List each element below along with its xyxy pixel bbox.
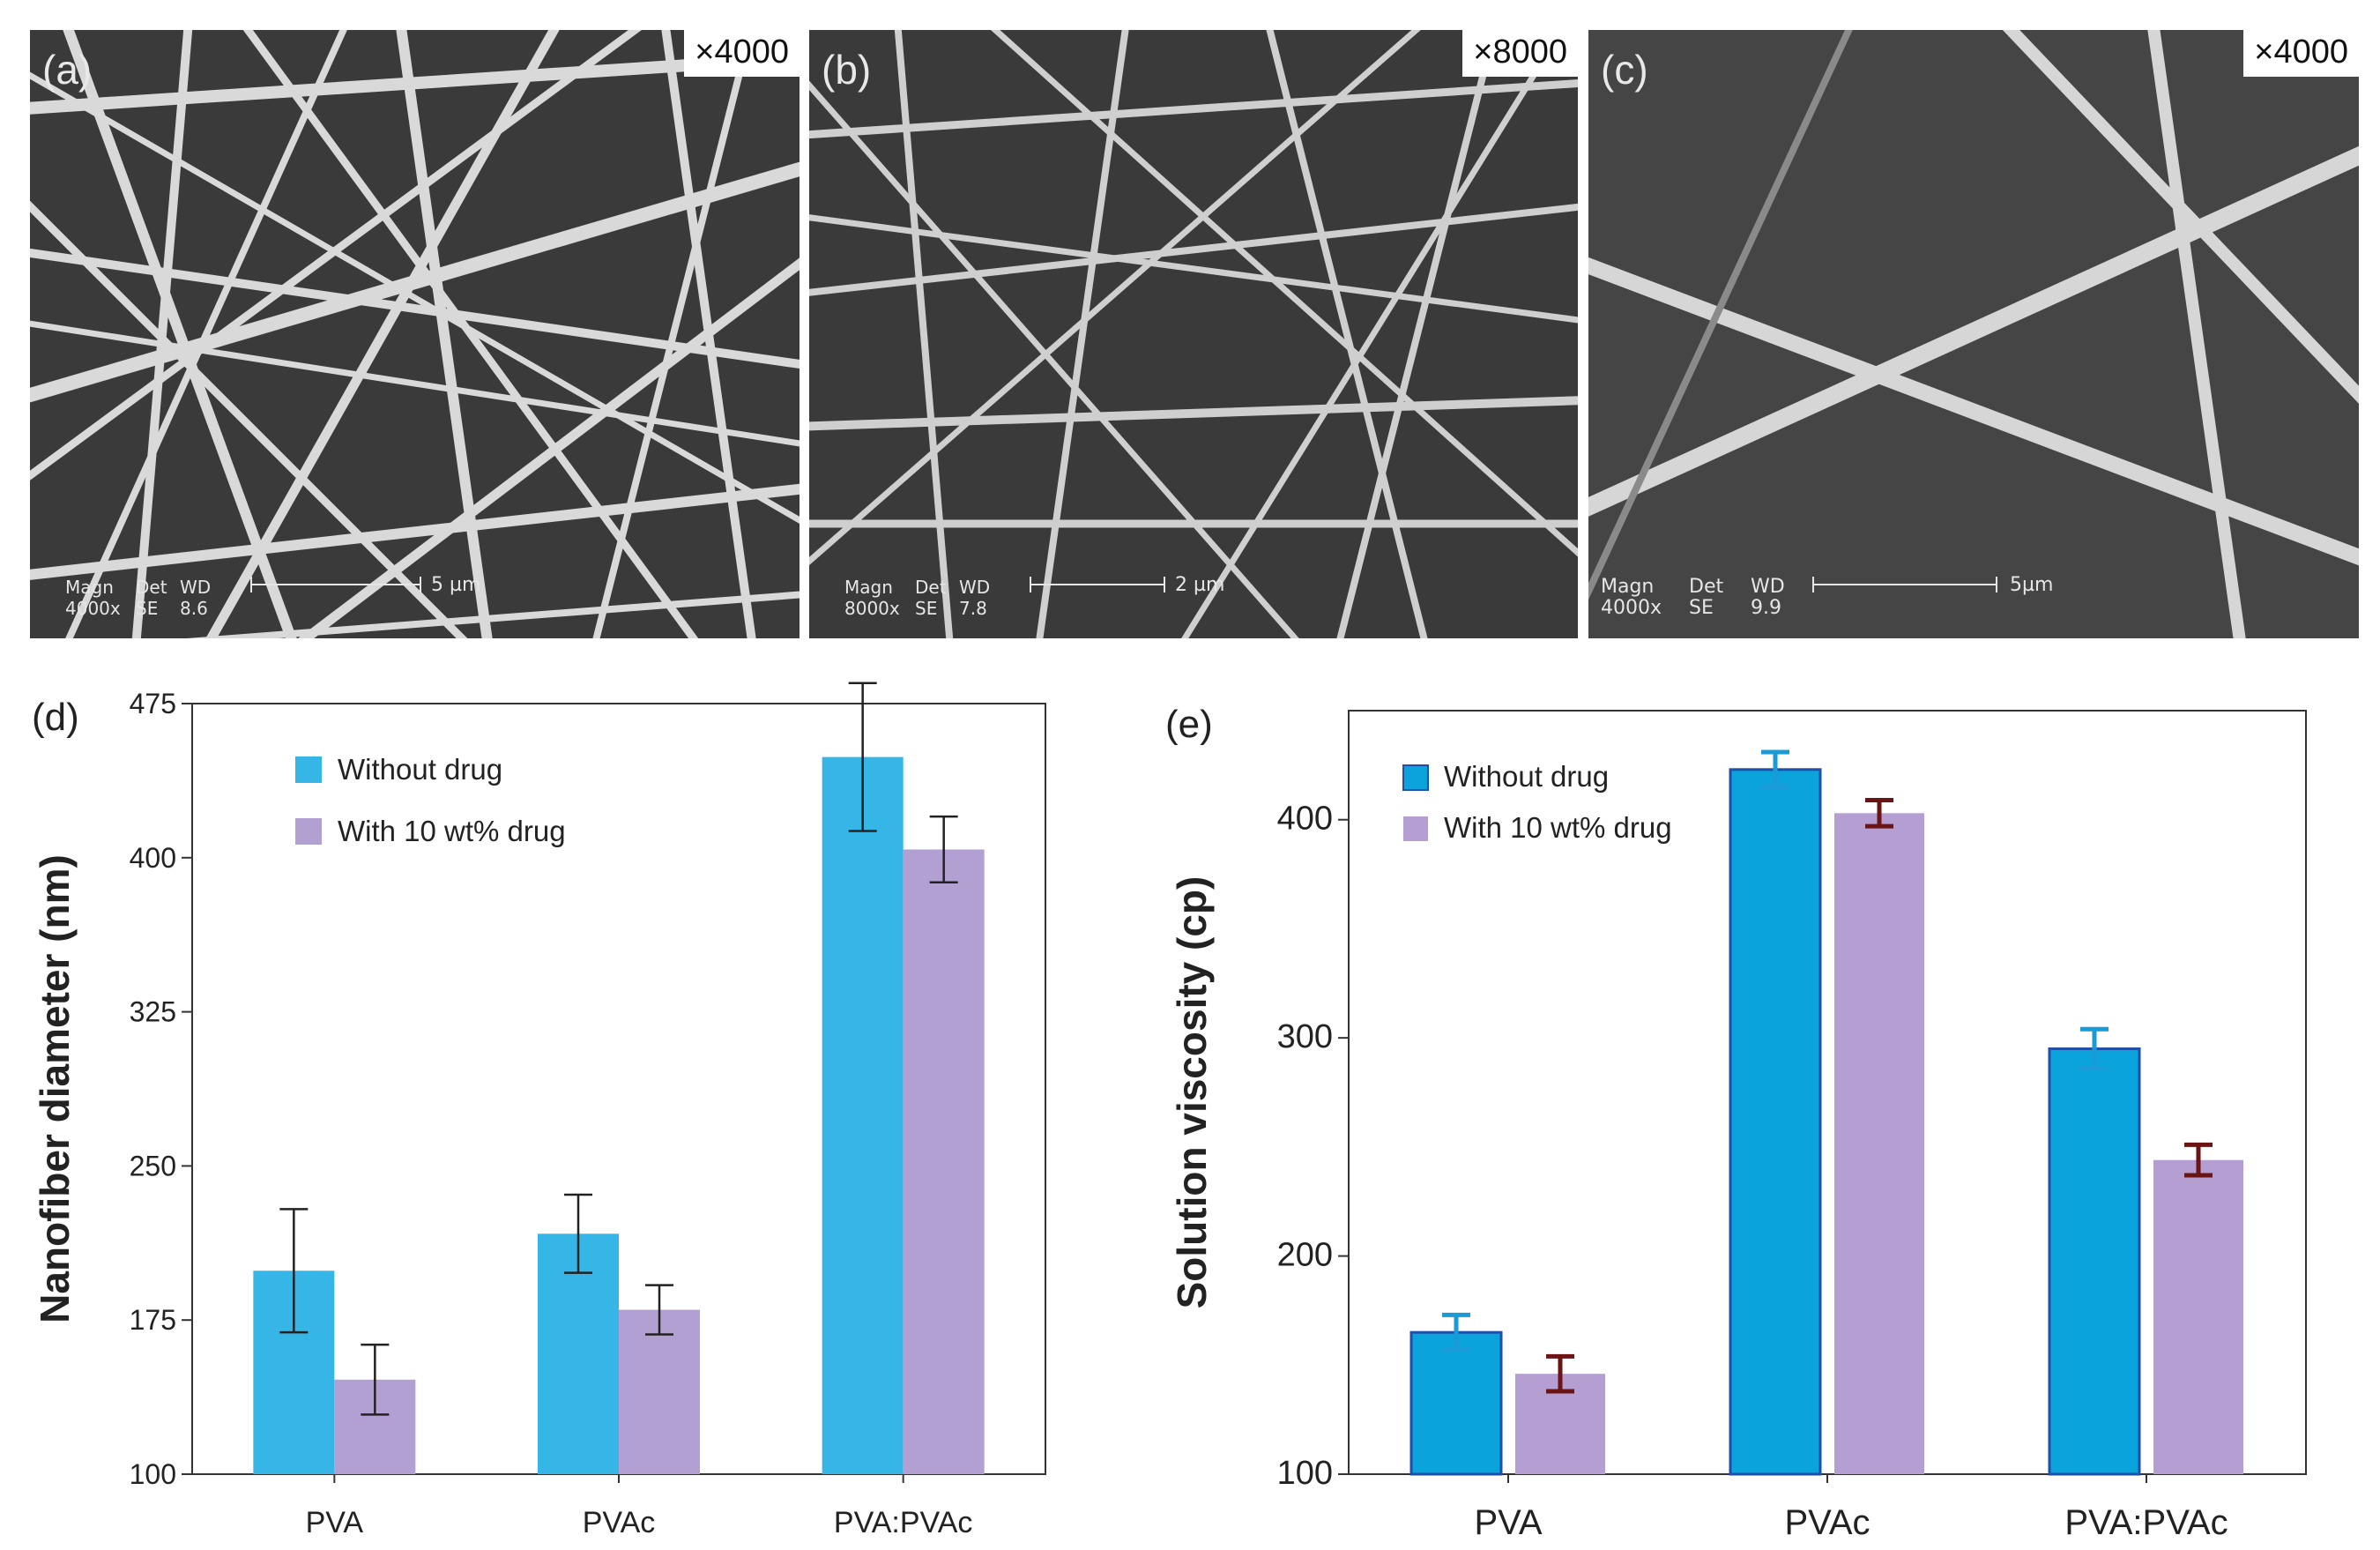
panel-label: (d) bbox=[32, 696, 79, 739]
magnification-badge: ×4000 bbox=[2243, 30, 2359, 77]
legend-swatch bbox=[1402, 764, 1429, 791]
magn-value: 4000x bbox=[1601, 597, 1662, 619]
x-category-label: PVA bbox=[306, 1506, 364, 1539]
y-tick-label: 100 bbox=[130, 1458, 176, 1490]
y-axis-label: Nanofiber diameter (nm) bbox=[32, 854, 78, 1323]
magn-label: Magn bbox=[65, 577, 114, 598]
magnification-badge: ×8000 bbox=[1462, 30, 1578, 77]
det-value: SE bbox=[1689, 597, 1714, 619]
plot-frame bbox=[1348, 710, 2307, 1475]
bar-with-drug bbox=[1515, 1374, 1605, 1474]
y-tick-label: 250 bbox=[130, 1150, 176, 1181]
y-tick-label: 200 bbox=[1277, 1237, 1333, 1274]
legend-label: Without drug bbox=[1444, 760, 1609, 793]
wd-value: 8.6 bbox=[180, 598, 208, 619]
bar-without-drug bbox=[2048, 1047, 2141, 1476]
det-label: Det bbox=[136, 577, 167, 598]
legend-swatch bbox=[1403, 816, 1428, 841]
x-category-label: PVA:PVAc bbox=[834, 1506, 972, 1539]
det-value: SE bbox=[136, 598, 159, 619]
magn-value: 8000x bbox=[844, 598, 900, 619]
wd-value: 7.8 bbox=[959, 598, 987, 619]
y-axis-label: Solution viscosity (cp) bbox=[1169, 876, 1215, 1309]
scale-bar-label: 5 µm bbox=[431, 574, 481, 596]
sem-panel-label: (b) bbox=[822, 47, 872, 93]
legend-swatch bbox=[295, 818, 322, 845]
x-category-label: PVA bbox=[1474, 1503, 1542, 1542]
bar-with-drug bbox=[2153, 1159, 2243, 1474]
y-tick-label: 100 bbox=[1277, 1455, 1333, 1492]
magnification-badge: ×4000 bbox=[684, 30, 800, 77]
scale-bar bbox=[250, 577, 421, 592]
scale-bar-label: 2 µm bbox=[1175, 574, 1225, 596]
wd-value: 9.9 bbox=[1751, 597, 1781, 619]
sem-databar: Magn Det WD 8000x SE 7.8 bbox=[844, 577, 990, 619]
y-tick-label: 475 bbox=[130, 688, 176, 719]
y-tick-label: 325 bbox=[130, 996, 176, 1028]
bar-without-drug bbox=[1729, 768, 1822, 1476]
det-label: Det bbox=[1689, 576, 1724, 598]
y-tick-label: 400 bbox=[1277, 801, 1333, 838]
magn-label: Magn bbox=[1601, 576, 1655, 598]
sem-panel-a: (a) ×4000 Magn Det WD 4000x SE 8.6 5 µm bbox=[30, 30, 800, 638]
bar-without-drug bbox=[253, 1271, 335, 1474]
bar-without-drug bbox=[538, 1233, 619, 1474]
sem-databar: Magn Det WD 4000x SE 8.6 bbox=[65, 577, 211, 619]
scale-bar bbox=[1030, 577, 1165, 592]
sem-panel-c: (c) ×4000 Magn Det WD 4000x SE 9.9 5µm bbox=[1588, 30, 2359, 638]
scale-bar-label: 5µm bbox=[2010, 574, 2054, 596]
panel-label: (e) bbox=[1165, 703, 1213, 746]
plot-frame bbox=[191, 703, 1046, 1475]
bar-with-drug bbox=[334, 1379, 416, 1474]
y-tick-label: 300 bbox=[1277, 1018, 1333, 1055]
x-category-label: PVAc bbox=[1784, 1503, 1870, 1542]
bar-with-drug bbox=[1834, 813, 1924, 1474]
bar-with-drug bbox=[903, 849, 985, 1474]
bar-without-drug bbox=[1409, 1330, 1503, 1476]
x-category-label: PVA:PVAc bbox=[2064, 1503, 2228, 1542]
wd-label: WD bbox=[180, 577, 212, 598]
magn-value: 4000x bbox=[65, 598, 121, 619]
sem-panel-label: (c) bbox=[1601, 47, 1648, 93]
det-value: SE bbox=[915, 598, 938, 619]
wd-label: WD bbox=[1751, 576, 1785, 598]
sem-fibers-b bbox=[809, 30, 1578, 638]
y-tick-label: 175 bbox=[130, 1304, 176, 1336]
bar-with-drug bbox=[619, 1309, 700, 1474]
legend-label: Without drug bbox=[338, 753, 502, 786]
bar-without-drug bbox=[822, 756, 904, 1474]
sem-databar: Magn Det WD 4000x SE 9.9 bbox=[1601, 577, 1785, 619]
wd-label: WD bbox=[959, 577, 991, 598]
sem-panel-b: (b) ×8000 Magn Det WD 8000x SE 7.8 2 µm bbox=[809, 30, 1578, 638]
y-tick-label: 400 bbox=[130, 842, 176, 874]
x-category-label: PVAc bbox=[583, 1506, 656, 1539]
sem-fibers-a bbox=[30, 30, 800, 638]
legend-label: With 10 wt% drug bbox=[338, 815, 566, 847]
det-label: Det bbox=[915, 577, 947, 598]
magn-label: Magn bbox=[844, 577, 893, 598]
legend-swatch bbox=[295, 756, 322, 783]
scale-bar bbox=[1812, 577, 1997, 592]
sem-fibers-c bbox=[1588, 30, 2359, 638]
sem-panel-label: (a) bbox=[42, 47, 93, 93]
legend-label: With 10 wt% drug bbox=[1444, 811, 1672, 844]
